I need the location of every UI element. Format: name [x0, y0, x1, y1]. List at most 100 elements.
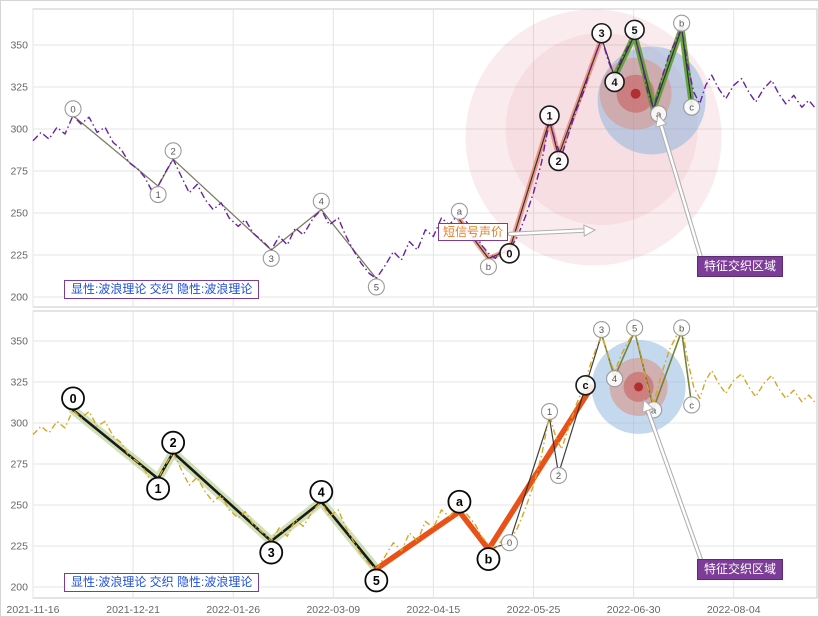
wave-marker-label: 2 — [555, 156, 561, 168]
wave-marker-label: 4 — [612, 374, 617, 385]
wave-marker-label: 1 — [155, 482, 162, 496]
wave-marker-label: 0 — [506, 248, 512, 260]
wave-marker-label: b — [486, 262, 491, 273]
annotation-arrow-head — [583, 224, 597, 237]
y-axis-label: 225 — [10, 541, 28, 553]
wave-marker-circle — [500, 534, 519, 552]
wave-marker-circle — [262, 249, 280, 267]
wave-marker-label: 3 — [269, 254, 274, 265]
wave-marker-label: a — [457, 207, 463, 218]
wave-marker-circle — [604, 71, 625, 93]
wave-marker-label: 5 — [632, 323, 637, 334]
wave-marker-label: 1 — [547, 407, 552, 418]
y-axis-label: 250 — [10, 208, 28, 220]
wave-marker-circle — [146, 476, 171, 501]
wave-marker-label: 3 — [599, 28, 605, 40]
x-axis-label: 2022-05-25 — [507, 604, 561, 616]
wave-marker-label: 2 — [556, 471, 561, 482]
wave-marker-circle — [626, 319, 644, 337]
highlight-zone — [634, 382, 644, 392]
wave-marker-label: 4 — [612, 77, 619, 89]
wave-marker-circle — [499, 243, 520, 264]
wave-marker-circle — [539, 105, 560, 126]
wave-marker-circle — [683, 396, 701, 414]
x-axis-label: 2022-06-30 — [607, 604, 661, 616]
y-axis-label: 200 — [10, 582, 28, 594]
legend-wave-theory-top[interactable]: 显性:波浪理论 交织 隐性:波浪理论 — [64, 280, 260, 299]
wave-marker-circle — [593, 320, 611, 339]
wave-marker-label: 0 — [507, 538, 512, 549]
wave-marker-circle — [549, 466, 568, 485]
panel-border — [32, 310, 818, 599]
wave-marker-label: 5 — [374, 282, 379, 293]
wave-marker-label: c — [582, 380, 588, 392]
wave-marker-label: a — [651, 405, 657, 416]
annotation-arrow-head — [641, 398, 654, 413]
y-axis-label: 250 — [10, 500, 28, 512]
wave-marker-circle — [364, 568, 389, 593]
implicit-wave-panel: 350 325 300 275 250 225 200 0 2 1 3 4 5 a b 0 1 2 c 3 4 5 a b c — [10, 310, 818, 599]
x-axis-label: 2022-04-15 — [407, 604, 461, 616]
wave-marker-circle — [61, 386, 85, 411]
wave-marker-label: 5 — [373, 574, 380, 588]
wave-marker-circle — [259, 540, 284, 565]
wave-marker-circle — [149, 185, 167, 204]
wave-marker-label: 2 — [170, 146, 175, 157]
wave-marker-circle — [312, 192, 330, 210]
wave-marker-circle — [450, 202, 468, 220]
wave-marker-circle — [161, 430, 186, 455]
hidden-abc-olive — [600, 330, 693, 410]
wave-marker-label: 4 — [318, 485, 325, 499]
wave-marker-circle — [540, 402, 559, 421]
annotation-arrow-shaft — [508, 229, 589, 236]
wave-marker-label: 0 — [70, 392, 77, 406]
wave-marker-circle — [591, 22, 612, 44]
short-signal-annotation[interactable]: 短信号声价 — [438, 223, 509, 241]
feature-zone-label-bottom[interactable]: 特征交织区域 — [697, 559, 784, 580]
wave-marker-label: b — [679, 19, 684, 30]
wave-marker-circle — [476, 547, 501, 572]
wave-marker-circle — [673, 319, 691, 337]
annotation-arrow-shaft — [659, 121, 703, 260]
wave-marker-label: 3 — [599, 325, 604, 336]
price-line — [32, 27, 817, 280]
annotation-arrow-head — [655, 113, 668, 128]
wave-marker-circle — [673, 14, 691, 32]
annotation-arrow-shaft — [645, 406, 703, 562]
x-axis-label: 2021-11-16 — [7, 604, 60, 616]
wave-marker-label: 1 — [155, 190, 160, 201]
wave-marker-label: 3 — [268, 546, 275, 560]
wave-marker-circle — [367, 278, 385, 296]
x-axis-label: 2022-03-09 — [306, 604, 360, 616]
wave-marker-circle — [447, 489, 472, 514]
x-axis-label: 2022-01-26 — [206, 604, 260, 616]
legend-wave-theory-bottom[interactable]: 显性:波浪理论 交织 隐性:波浪理论 — [64, 573, 260, 592]
y-axis-label: 300 — [10, 124, 28, 136]
wave-marker-circle — [548, 150, 569, 172]
wave-marker-label: b — [485, 553, 493, 567]
wave-marker-label: b — [679, 323, 684, 334]
y-axis-label: 325 — [10, 377, 28, 389]
wave-marker-label: a — [656, 109, 662, 120]
highlight-zone — [630, 88, 641, 99]
feature-zone-label-top[interactable]: 特征交织区域 — [697, 256, 784, 277]
wave-marker-label: c — [689, 103, 694, 114]
wave-marker-circle — [309, 479, 334, 504]
wave-marker-label: 2 — [170, 436, 177, 450]
price-line — [32, 323, 817, 570]
y-axis-label: 275 — [10, 166, 28, 178]
wave-marker-circle — [575, 374, 596, 396]
wave-marker-label: 4 — [319, 197, 324, 208]
y-axis-label: 325 — [10, 82, 28, 94]
wave-marker-label: 0 — [70, 104, 75, 115]
y-axis-label: 200 — [10, 292, 28, 304]
wave-marker-label: a — [456, 495, 464, 509]
y-axis-label: 275 — [10, 459, 28, 471]
wave-marker-circle — [683, 98, 701, 116]
y-axis-label: 350 — [10, 336, 28, 348]
y-axis-label: 300 — [10, 418, 28, 430]
wave-marker-circle — [164, 142, 182, 160]
wave-marker-label: c — [689, 400, 694, 411]
